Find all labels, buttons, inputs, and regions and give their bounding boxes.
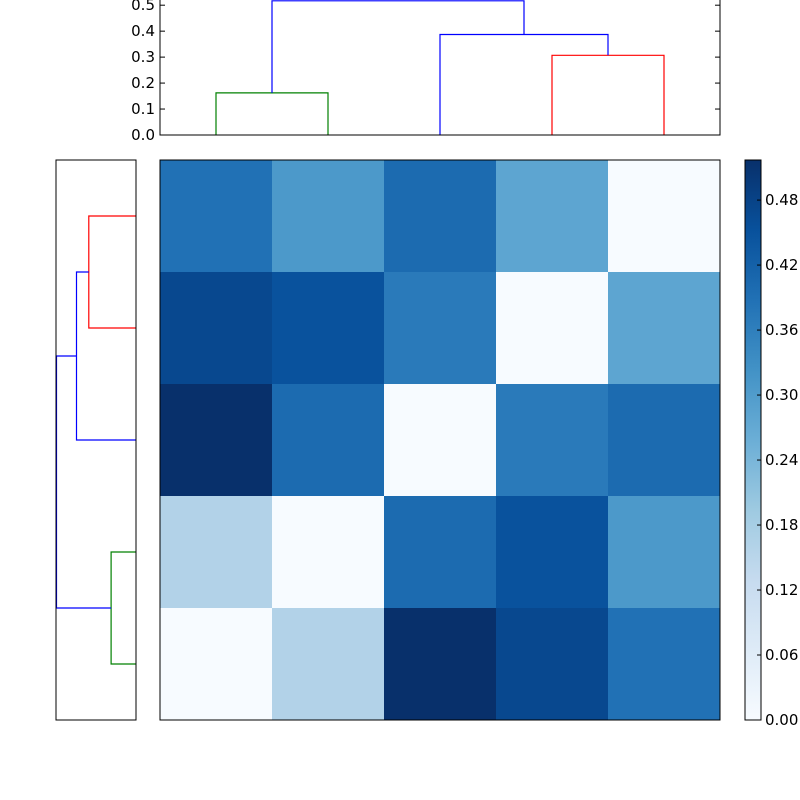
heatmap-cell-r4-c0 — [160, 608, 273, 721]
heatmap-cell-r3-c3 — [496, 496, 609, 609]
heatmap-cell-r3-c1 — [272, 496, 385, 609]
heatmap-cell-r0-c4 — [608, 160, 721, 273]
heatmap-cell-r0-c3 — [496, 160, 609, 273]
heatmap-cell-r1-c0 — [160, 272, 273, 385]
top-dendrogram-frame — [159, 0, 721, 136]
heatmap-cell-r0-c2 — [384, 160, 497, 273]
heatmap-cell-r2-c3 — [496, 384, 609, 497]
colorbar-tick-label: 0.36 — [765, 321, 798, 339]
top-dendrogram-link-1 — [551, 54, 665, 135]
top-dendrogram-ytick-label: 0.2 — [131, 74, 155, 92]
heatmap-frame — [159, 159, 721, 721]
top-dendrogram-link-0 — [215, 92, 329, 135]
heatmap-cell-r1-c4 — [608, 272, 721, 385]
left-dendrogram — [55, 159, 137, 721]
heatmap-cell-r1-c2 — [384, 272, 497, 385]
heatmap-cell-r1-c3 — [496, 272, 609, 385]
colorbar-tick-label: 0.42 — [765, 256, 798, 274]
colorbar-frame — [744, 159, 762, 721]
heatmap-cell-r2-c2 — [384, 384, 497, 497]
colorbar: 0.00 0.06 0.12 0.18 0.24 0.30 0.36 0.42 0.48 — [744, 159, 798, 729]
top-dendrogram-link-3 — [271, 0, 525, 93]
heatmap-cell-r3-c0 — [160, 496, 273, 609]
colorbar-tick-label: 0.48 — [765, 191, 798, 209]
left-dendrogram-link-0 — [110, 551, 136, 665]
heatmap-cell-r2-c4 — [608, 384, 721, 497]
top-dendrogram-link-2 — [439, 33, 609, 135]
top-dendrogram-ytick-label: 0.4 — [131, 22, 155, 40]
top-dendrogram-ytick-label: 0.1 — [131, 100, 155, 118]
heatmap-cell-r1-c1 — [272, 272, 385, 385]
left-dendrogram-frame — [55, 159, 137, 721]
heatmap-cell-r0-c0 — [160, 160, 273, 273]
colorbar-gradient — [745, 160, 761, 720]
colorbar-tick-label: 0.12 — [765, 581, 798, 599]
colorbar-tick-label: 0.24 — [765, 451, 798, 469]
top-dendrogram: 0.0 0.1 0.2 0.3 0.4 0.5 — [131, 0, 721, 144]
left-dendrogram-link-2 — [75, 271, 136, 441]
heatmap-cell-r3-c2 — [384, 496, 497, 609]
heatmap-cell-r3-c4 — [608, 496, 721, 609]
top-dendrogram-ytick-label: 0.5 — [131, 0, 155, 14]
heatmap-cell-r2-c0 — [160, 384, 273, 497]
colorbar-tick-label: 0.00 — [765, 711, 798, 729]
top-dendrogram-ytick-label: 0.0 — [131, 126, 155, 144]
colorbar-tick-label: 0.06 — [765, 646, 798, 664]
heatmap-cell-r2-c1 — [272, 384, 385, 497]
heatmap-cell-r4-c3 — [496, 608, 609, 721]
left-dendrogram-link-1 — [88, 215, 136, 329]
heatmap-matrix — [159, 159, 721, 721]
colorbar-tick-label: 0.18 — [765, 516, 798, 534]
heatmap-cell-r4-c1 — [272, 608, 385, 721]
heatmap-cell-r4-c4 — [608, 608, 721, 721]
heatmap-cell-r4-c2 — [384, 608, 497, 721]
top-dendrogram-ytick-label: 0.3 — [131, 48, 155, 66]
colorbar-tick-label: 0.30 — [765, 386, 798, 404]
heatmap-cell-r0-c1 — [272, 160, 385, 273]
left-dendrogram-link-3 — [55, 355, 112, 609]
